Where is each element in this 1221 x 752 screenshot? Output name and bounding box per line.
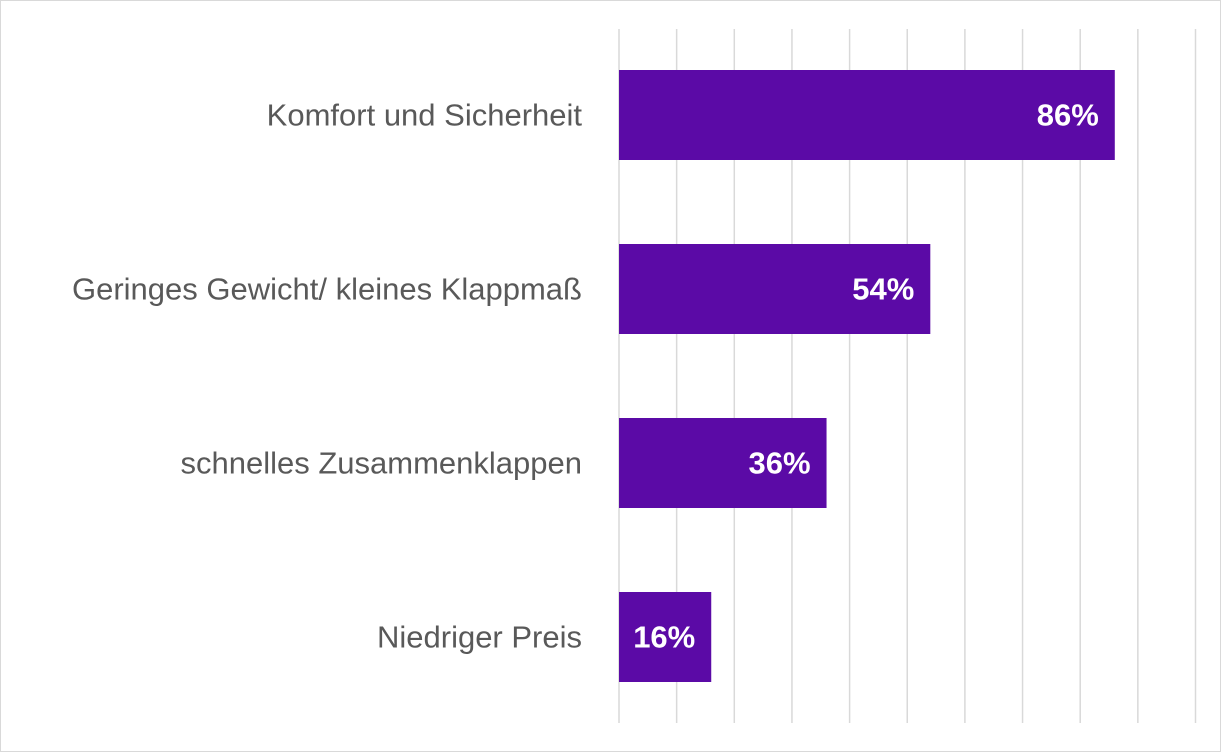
bar bbox=[619, 244, 931, 334]
category-label: schnelles Zusammenklappen bbox=[181, 446, 583, 481]
data-label: 36% bbox=[748, 446, 810, 481]
data-label: 86% bbox=[1037, 98, 1099, 133]
category-label: Komfort und Sicherheit bbox=[267, 98, 583, 133]
bar bbox=[619, 592, 712, 682]
data-labels: 86% 54% 36% 16% bbox=[633, 98, 1099, 655]
bar bbox=[619, 418, 827, 508]
data-label: 54% bbox=[852, 272, 914, 307]
bars bbox=[619, 70, 1115, 682]
bar bbox=[619, 70, 1115, 160]
data-label: 16% bbox=[633, 620, 695, 655]
category-label: Geringes Gewicht/ kleines Klappmaß bbox=[72, 272, 582, 307]
category-labels: Komfort und Sicherheit Geringes Gewicht/ … bbox=[72, 98, 582, 655]
category-label: Niedriger Preis bbox=[377, 620, 582, 655]
